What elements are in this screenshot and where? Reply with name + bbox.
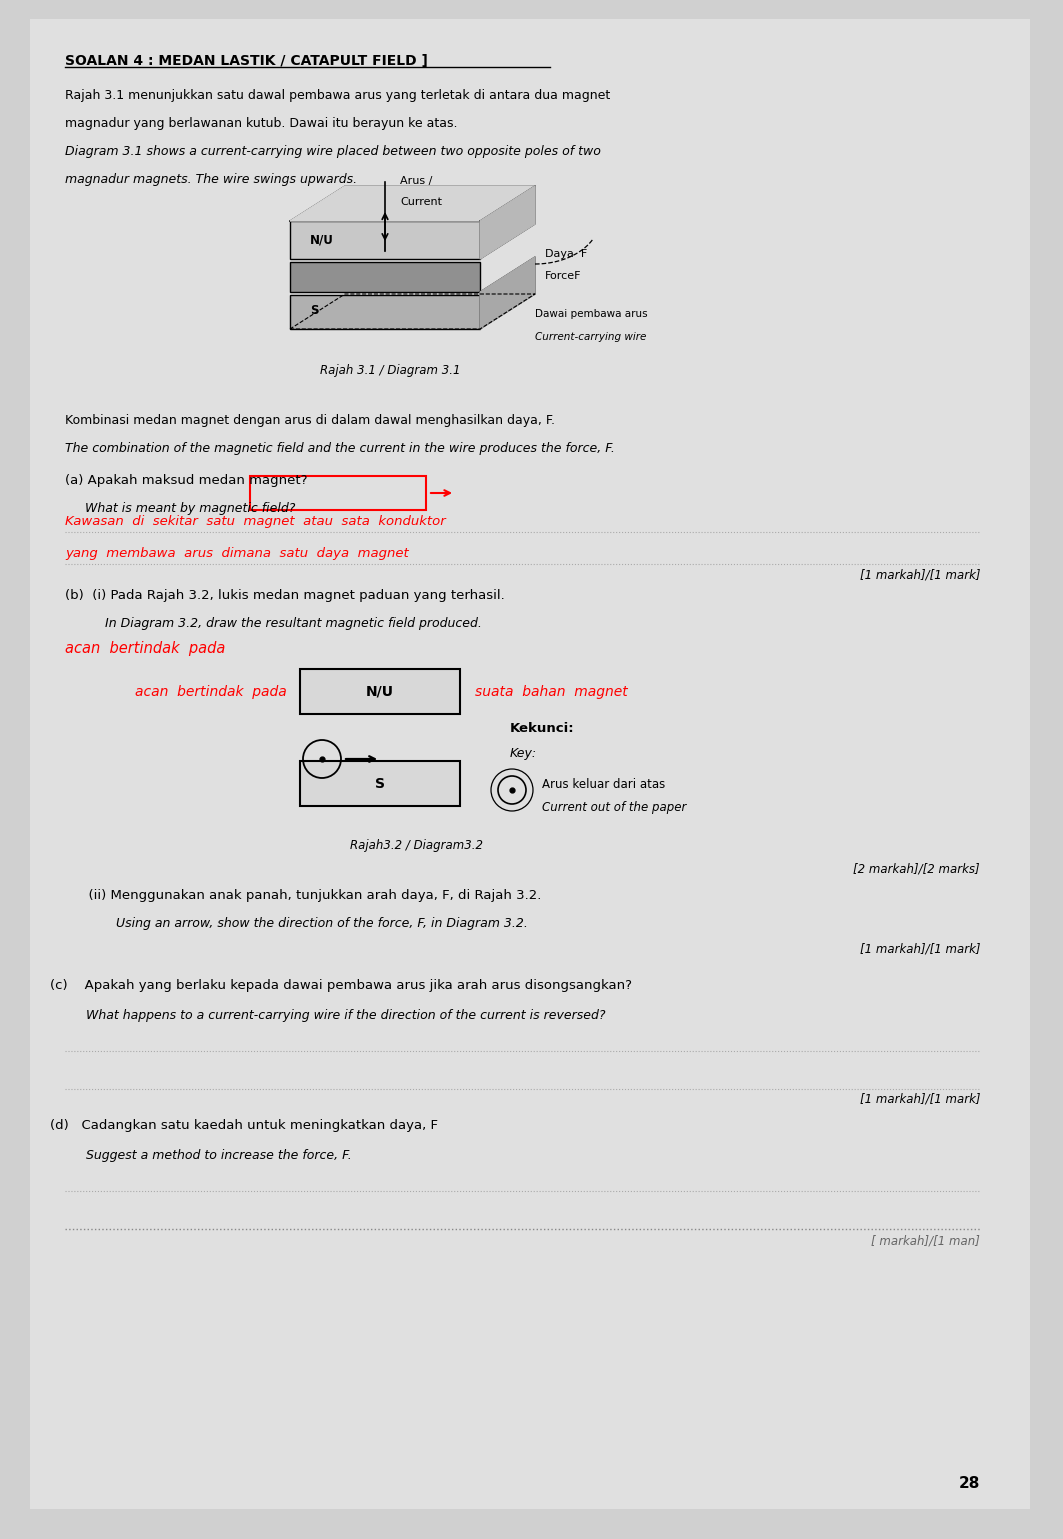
- Text: Rajah3.2 / Diagram3.2: Rajah3.2 / Diagram3.2: [350, 839, 483, 853]
- Text: Arus /: Arus /: [400, 175, 433, 186]
- Text: Kawasan  di  sekitar  satu  magnet  atau  sata  konduktor: Kawasan di sekitar satu magnet atau sata…: [65, 516, 445, 528]
- Text: Suggest a method to increase the force, F.: Suggest a method to increase the force, …: [50, 1150, 352, 1162]
- Bar: [300, 760, 460, 806]
- Text: Dawai pembawa arus: Dawai pembawa arus: [535, 309, 647, 319]
- Text: Kekunci:: Kekunci:: [510, 722, 575, 736]
- Text: suata  bahan  magnet: suata bahan magnet: [475, 685, 628, 699]
- Text: Diagram 3.1 shows a current-carrying wire placed between two opposite poles of t: Diagram 3.1 shows a current-carrying wir…: [65, 145, 601, 159]
- Text: The combination of the magnetic field and the current in the wire produces the f: The combination of the magnetic field an…: [65, 442, 614, 456]
- Text: (c)    Apakah yang berlaku kepada dawai pembawa arus jika arah arus disongsangka: (c) Apakah yang berlaku kepada dawai pem…: [50, 979, 632, 993]
- Polygon shape: [290, 186, 535, 222]
- Text: Current out of the paper: Current out of the paper: [542, 802, 687, 814]
- Text: (b)  (i) Pada Rajah 3.2, lukis medan magnet paduan yang terhasil.: (b) (i) Pada Rajah 3.2, lukis medan magn…: [65, 589, 505, 602]
- Text: [1 markah]/[1 mark]: [1 markah]/[1 mark]: [860, 943, 980, 956]
- Text: ForceF: ForceF: [545, 271, 581, 282]
- Text: [2 markah]/[2 marks]: [2 markah]/[2 marks]: [854, 862, 980, 876]
- Text: 28: 28: [959, 1476, 980, 1491]
- Bar: [290, 295, 480, 329]
- Text: magnadur yang berlawanan kutub. Dawai itu berayun ke atas.: magnadur yang berlawanan kutub. Dawai it…: [65, 117, 457, 129]
- Bar: [300, 669, 460, 714]
- Text: S: S: [310, 305, 319, 317]
- Text: (ii) Menggunakan anak panah, tunjukkan arah daya, F, di Rajah 3.2.: (ii) Menggunakan anak panah, tunjukkan a…: [80, 890, 541, 902]
- Polygon shape: [480, 257, 535, 329]
- Text: Rajah 3.1 / Diagram 3.1: Rajah 3.1 / Diagram 3.1: [320, 365, 460, 377]
- Text: (a) Apakah maksud medan magnet?: (a) Apakah maksud medan magnet?: [65, 474, 307, 486]
- Text: yang  membawa  arus  dimana  satu  daya  magnet: yang membawa arus dimana satu daya magne…: [65, 546, 409, 560]
- Text: N/U: N/U: [310, 234, 334, 246]
- Bar: [290, 222, 480, 259]
- Text: What happens to a current-carrying wire if the direction of the current is rever: What happens to a current-carrying wire …: [50, 1010, 606, 1022]
- Text: In Diagram 3.2, draw the resultant magnetic field produced.: In Diagram 3.2, draw the resultant magne…: [65, 617, 482, 629]
- Text: [1 markah]/[1 mark]: [1 markah]/[1 mark]: [860, 1093, 980, 1107]
- Text: magnadur magnets. The wire swings upwards.: magnadur magnets. The wire swings upward…: [65, 172, 357, 186]
- Text: What is meant by magnetic field?: What is meant by magnetic field?: [65, 502, 296, 516]
- Text: [ markah]/[1 man]: [ markah]/[1 man]: [871, 1234, 980, 1248]
- Text: acan  bertindak  pada: acan bertindak pada: [65, 642, 225, 656]
- Text: Using an arrow, show the direction of the force, F, in Diagram 3.2.: Using an arrow, show the direction of th…: [80, 917, 528, 930]
- Text: (d)   Cadangkan satu kaedah untuk meningkatkan daya, F: (d) Cadangkan satu kaedah untuk meningka…: [50, 1119, 438, 1133]
- Text: S: S: [375, 777, 385, 791]
- Text: Kombinasi medan magnet dengan arus di dalam dawal menghasilkan daya, F.: Kombinasi medan magnet dengan arus di da…: [65, 414, 555, 426]
- Text: Daya  F: Daya F: [545, 249, 587, 259]
- Text: Arus keluar dari atas: Arus keluar dari atas: [542, 777, 665, 791]
- Bar: [290, 262, 480, 292]
- Text: Current-carrying wire: Current-carrying wire: [535, 332, 646, 342]
- Polygon shape: [480, 186, 535, 259]
- Text: [1 markah]/[1 mark]: [1 markah]/[1 mark]: [860, 569, 980, 582]
- Text: acan  bertindak  pada: acan bertindak pada: [135, 685, 287, 699]
- Text: SOALAN 4 : MEDAN LASTIK / CATAPULT FIELD ]: SOALAN 4 : MEDAN LASTIK / CATAPULT FIELD…: [65, 54, 428, 68]
- Text: Key:: Key:: [510, 748, 537, 760]
- Text: Rajah 3.1 menunjukkan satu dawal pembawa arus yang terletak di antara dua magnet: Rajah 3.1 menunjukkan satu dawal pembawa…: [65, 89, 610, 102]
- Text: N/U: N/U: [366, 685, 394, 699]
- Text: Current: Current: [400, 197, 442, 208]
